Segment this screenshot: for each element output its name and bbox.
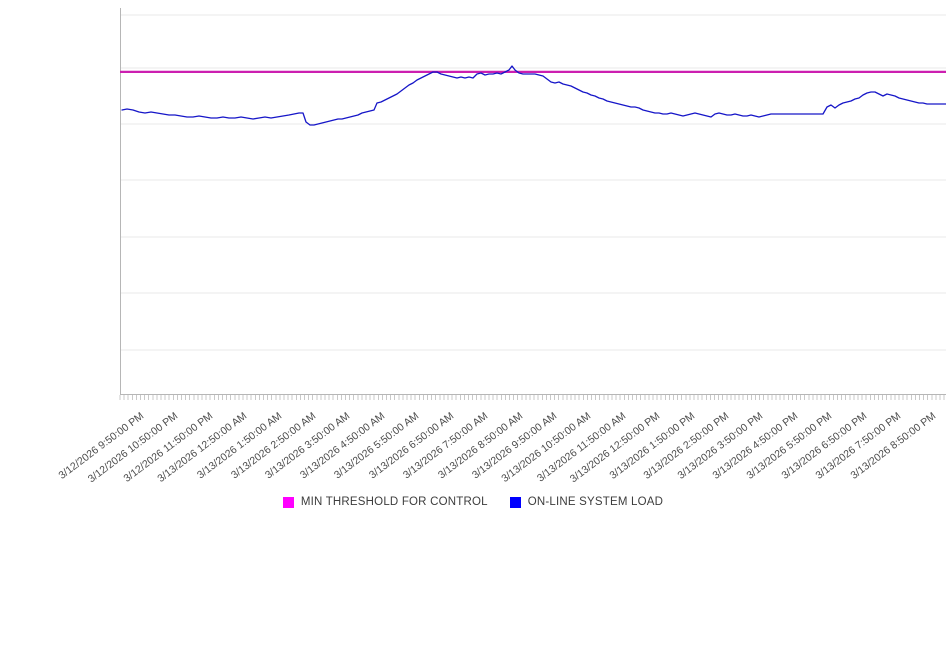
plot-area [119, 8, 946, 400]
gridlines [120, 14, 946, 351]
x-axis-minor-ticks [119, 395, 945, 400]
legend-item-1[interactable]: ON-LINE SYSTEM LOAD [509, 496, 664, 508]
chart-legend: MIN THRESHOLD FOR CONTROL ON-LINE SYSTEM … [0, 496, 946, 508]
legend-swatch-icon [509, 496, 521, 508]
legend-label: MIN THRESHOLD FOR CONTROL [300, 496, 488, 508]
series-line-1 [121, 65, 946, 126]
x-axis-tick-labels: 3/12/2026 9:50:00 PM 3/12/2026 10:50:00 P… [0, 394, 946, 494]
legend-swatch-icon [282, 496, 294, 508]
legend-label: ON-LINE SYSTEM LOAD [527, 496, 664, 508]
series-layer [120, 65, 946, 126]
chart-canvas [119, 8, 946, 400]
chart-root: 3/12/2026 9:50:00 PM 3/12/2026 10:50:00 P… [0, 8, 946, 508]
axis-lines [120, 8, 946, 395]
legend-item-0[interactable]: MIN THRESHOLD FOR CONTROL [282, 496, 488, 508]
